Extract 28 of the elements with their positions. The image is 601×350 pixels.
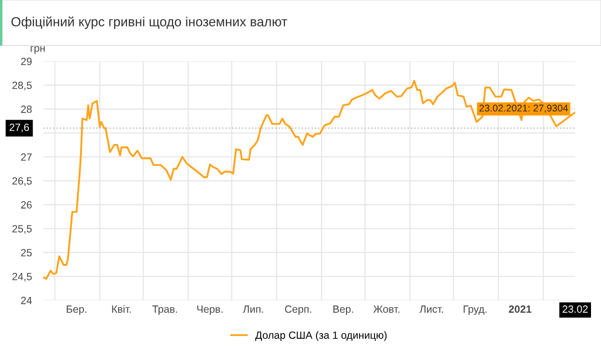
x-tick-label: Бер. bbox=[66, 306, 86, 315]
y-tick-label: 24 bbox=[21, 296, 32, 304]
x-tick-label: Черв. bbox=[197, 306, 222, 315]
y-tick-label: 25 bbox=[21, 248, 32, 256]
legend-label: Долар США (за 1 одиницю) bbox=[255, 331, 387, 341]
annotation: 23.02.2021: 27,9304 bbox=[480, 104, 568, 113]
x-tick-label: Квіт. bbox=[112, 305, 131, 313]
y-tick-label: 26 bbox=[21, 201, 32, 209]
y-axis-title: грн bbox=[30, 46, 45, 54]
y-tick-label: 24,5 bbox=[12, 272, 32, 282]
y-tick-label: 28 bbox=[21, 106, 32, 113]
x-tick-label: 23.02 bbox=[562, 305, 588, 313]
x-tick-label: 2021 bbox=[508, 305, 532, 313]
y-tick-label: 29 bbox=[21, 58, 32, 66]
x-tick-label: Груд. bbox=[464, 306, 486, 315]
x-tick-label: Лип. bbox=[242, 306, 264, 313]
y-tick-label: 27 bbox=[21, 153, 32, 161]
x-tick-label: Серп. bbox=[285, 305, 312, 315]
x-tick-label: Вер. bbox=[333, 306, 354, 315]
ref-line-label: 27,6 bbox=[10, 124, 29, 132]
x-tick-label: Трав. bbox=[152, 306, 177, 315]
line-series bbox=[43, 80, 576, 280]
x-tick-label: Лист. bbox=[420, 306, 443, 313]
y-tick-label: 26,5 bbox=[12, 177, 32, 186]
chart-title: Офіційний курс гривні щодо іноземних валют bbox=[11, 16, 288, 30]
x-tick-label: Жовт. bbox=[373, 306, 400, 313]
y-tick-label: 25,5 bbox=[12, 225, 32, 234]
y-tick-label: 28,5 bbox=[12, 82, 32, 90]
